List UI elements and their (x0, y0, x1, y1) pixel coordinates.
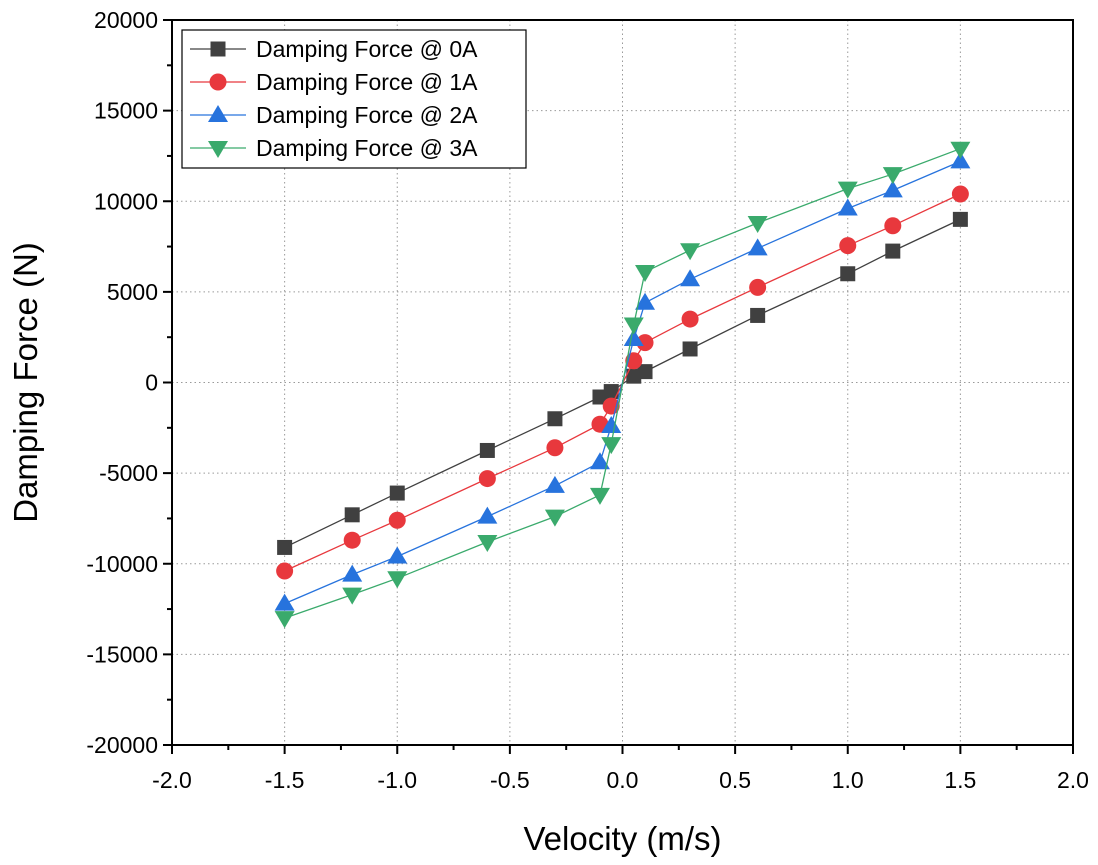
legend-marker (208, 141, 228, 158)
data-point (681, 310, 699, 328)
series-line (284, 148, 961, 619)
data-point (635, 292, 656, 310)
data-point (882, 180, 903, 198)
data-point (478, 470, 496, 488)
data-point (589, 452, 610, 470)
data-point (837, 181, 858, 199)
data-point (636, 334, 654, 352)
x-tick-label: -0.5 (490, 767, 530, 793)
data-point (885, 243, 901, 259)
data-point (477, 506, 498, 524)
legend-label: Damping Force @ 3A (256, 135, 478, 161)
grid-lines (172, 20, 1073, 745)
series-group (274, 141, 971, 629)
axis-ticks: -2.0 -1.5 -1.0 -0.5 0.0 0.5 1.0 1.5 2.0 -20000 -15… (86, 7, 1089, 793)
data-point (592, 389, 608, 405)
data-point (840, 266, 856, 282)
legend-item: Damping Force @ 3A (190, 135, 478, 161)
data-point (477, 535, 498, 552)
x-tick-label: 1.5 (944, 767, 976, 793)
data-point (387, 571, 408, 589)
data-point (544, 475, 565, 493)
x-tick-label: 2.0 (1057, 767, 1089, 793)
y-tick-label: 5000 (107, 279, 158, 305)
data-point (342, 587, 363, 605)
y-axis-title: Damping Force (N) (7, 242, 44, 523)
legend-marker (208, 105, 228, 122)
data-point (387, 546, 408, 564)
data-point (952, 211, 968, 227)
legend-label: Damping Force @ 0A (256, 36, 478, 62)
data-point (589, 487, 610, 505)
data-point (342, 564, 363, 582)
y-tick-label: 0 (145, 370, 158, 396)
data-point (749, 278, 767, 296)
x-tick-label: 0.5 (719, 767, 751, 793)
data-point (882, 167, 903, 185)
legend-item: Damping Force @ 2A (190, 102, 478, 128)
data-point (389, 485, 405, 501)
y-tick-label: 10000 (94, 188, 158, 214)
data-point (603, 384, 619, 400)
series-1 (276, 185, 969, 580)
data-point (950, 141, 971, 159)
data-point (950, 151, 971, 169)
data-point (544, 509, 565, 527)
data-point (747, 216, 768, 233)
legend: Damping Force @ 0A Damping Force @ 1A Damp… (181, 29, 527, 169)
data-point (623, 329, 644, 346)
y-tick-label: -5000 (99, 460, 158, 486)
data-point (637, 364, 653, 380)
data-point (388, 511, 406, 529)
y-tick-label: 20000 (94, 7, 158, 33)
legend-box (181, 29, 527, 169)
legend-label: Damping Force @ 1A (256, 69, 478, 95)
data-point (479, 442, 495, 458)
data-point (747, 238, 768, 256)
data-point (547, 411, 563, 427)
legend-marker (209, 73, 227, 91)
data-point (343, 531, 361, 549)
data-point (601, 437, 622, 455)
data-point (839, 237, 857, 255)
data-point (884, 217, 902, 235)
data-point (277, 539, 293, 555)
data-point (601, 416, 622, 433)
data-point (635, 264, 656, 282)
series-3 (274, 141, 971, 629)
x-tick-label: -1.5 (265, 767, 305, 793)
y-tick-label: -10000 (86, 551, 158, 577)
legend-marker (210, 41, 226, 57)
data-point (682, 341, 698, 357)
data-point (680, 269, 701, 287)
data-point (837, 198, 858, 216)
data-point (274, 611, 295, 629)
legend-item: Damping Force @ 1A (190, 69, 478, 95)
data-point (623, 317, 644, 335)
x-axis-title: Velocity (m/s) (523, 820, 721, 857)
x-tick-label: 0.0 (607, 767, 639, 793)
y-tick-label: -20000 (86, 732, 158, 758)
y-tick-label: -15000 (86, 641, 158, 667)
data-point (626, 368, 642, 384)
x-tick-label: 1.0 (832, 767, 864, 793)
data-point (276, 562, 294, 580)
x-tick-label: -2.0 (152, 767, 192, 793)
data-point (274, 593, 295, 611)
x-tick-label: -1.0 (377, 767, 417, 793)
data-point (680, 243, 701, 261)
y-tick-label: 15000 (94, 98, 158, 124)
data-point (951, 185, 969, 203)
data-point (344, 507, 360, 523)
legend-label: Damping Force @ 2A (256, 102, 478, 128)
legend-item: Damping Force @ 0A (190, 36, 478, 62)
data-point (750, 307, 766, 323)
data-point (546, 439, 564, 457)
